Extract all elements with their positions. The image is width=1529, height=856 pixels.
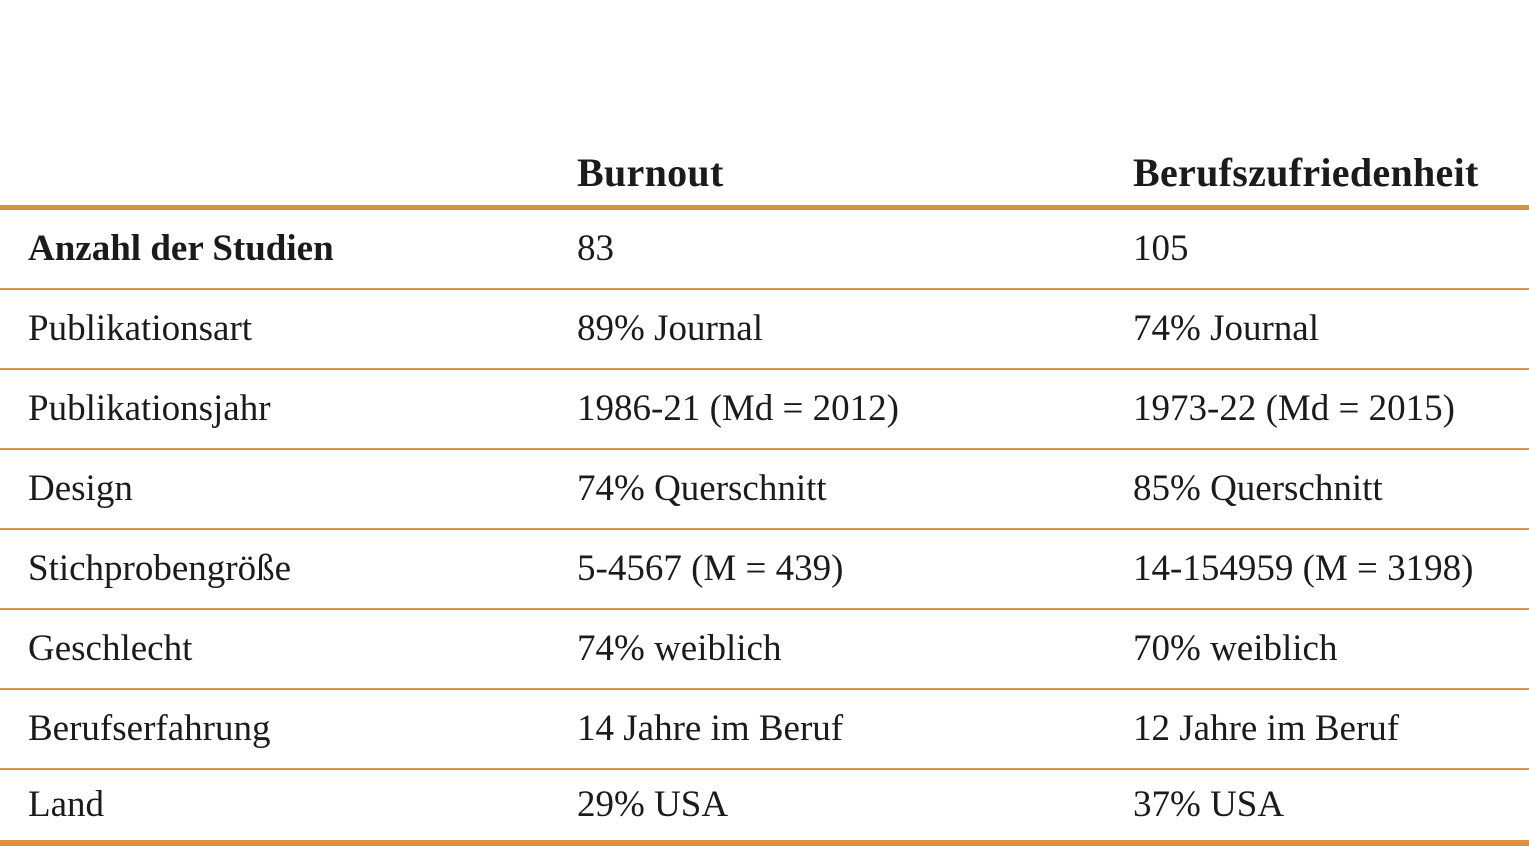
burnout-value: 83 — [577, 227, 614, 269]
burnout-value: 14 Jahre im Beruf — [577, 707, 844, 749]
berufszufriedenheit-value: 1973-22 (Md = 2015) — [1133, 387, 1455, 429]
burnout-value: 5-4567 (M = 439) — [577, 547, 844, 589]
table-row: Publikationsjahr 1986-21 (Md = 2012) 197… — [0, 370, 1529, 450]
table-row: Stichprobengröße 5-4567 (M = 439) 14-154… — [0, 530, 1529, 610]
row-label: Land — [28, 783, 105, 825]
table-row: Land 29% USA 37% USA — [0, 770, 1529, 846]
berufszufriedenheit-value: 12 Jahre im Beruf — [1133, 707, 1400, 749]
burnout-value: 89% Journal — [577, 307, 763, 349]
row-label: Geschlecht — [28, 627, 193, 669]
burnout-value: 74% Querschnitt — [577, 467, 827, 509]
burnout-value: 1986-21 (Md = 2012) — [577, 387, 899, 429]
table-row: Design 74% Querschnitt 85% Querschnitt — [0, 450, 1529, 530]
table-row: Anzahl der Studien 83 105 — [0, 210, 1529, 290]
table-header-row: Burnout Berufszufriedenheit — [0, 141, 1529, 210]
table-row: Publikationsart 89% Journal 74% Journal — [0, 290, 1529, 370]
row-label: Stichprobengröße — [28, 547, 292, 589]
row-label: Publikationsjahr — [28, 387, 271, 429]
berufszufriedenheit-value: 74% Journal — [1133, 307, 1319, 349]
berufszufriedenheit-value: 37% USA — [1133, 783, 1285, 825]
row-label: Publikationsart — [28, 307, 253, 349]
berufszufriedenheit-value: 105 — [1133, 227, 1189, 269]
burnout-value: 29% USA — [577, 783, 729, 825]
header-berufszufriedenheit: Berufszufriedenheit — [1133, 150, 1479, 195]
berufszufriedenheit-value: 85% Querschnitt — [1133, 467, 1383, 509]
table-row: Berufserfahrung 14 Jahre im Beruf 12 Jah… — [0, 690, 1529, 770]
berufszufriedenheit-value: 70% weiblich — [1133, 627, 1338, 669]
burnout-value: 74% weiblich — [577, 627, 782, 669]
row-label: Berufserfahrung — [28, 707, 271, 749]
row-label: Anzahl der Studien — [28, 227, 334, 269]
header-burnout: Burnout — [577, 150, 724, 195]
berufszufriedenheit-value: 14-154959 (M = 3198) — [1133, 547, 1474, 589]
table-row: Geschlecht 74% weiblich 70% weiblich — [0, 610, 1529, 690]
row-label: Design — [28, 467, 133, 509]
